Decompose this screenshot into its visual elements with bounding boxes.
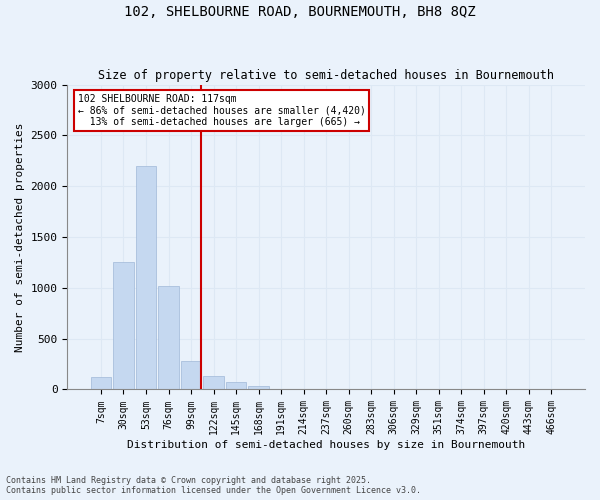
Title: Size of property relative to semi-detached houses in Bournemouth: Size of property relative to semi-detach… (98, 69, 554, 82)
Text: 102, SHELBOURNE ROAD, BOURNEMOUTH, BH8 8QZ: 102, SHELBOURNE ROAD, BOURNEMOUTH, BH8 8… (124, 5, 476, 19)
Bar (113, 262, 134, 390)
Bar (158, 286, 179, 390)
Text: Contains HM Land Registry data © Crown copyright and database right 2025.
Contai: Contains HM Land Registry data © Crown c… (6, 476, 421, 495)
Bar (203, 376, 224, 390)
Text: 102 SHELBOURNE ROAD: 117sqm
← 86% of semi-detached houses are smaller (4,420)
  : 102 SHELBOURNE ROAD: 117sqm ← 86% of sem… (77, 94, 365, 127)
X-axis label: Distribution of semi-detached houses by size in Bournemouth: Distribution of semi-detached houses by … (127, 440, 525, 450)
Bar (248, 386, 269, 390)
Bar (316, 389, 336, 390)
Bar (91, 378, 111, 390)
Bar (181, 361, 201, 390)
Bar (136, 166, 156, 390)
Y-axis label: Number of semi-detached properties: Number of semi-detached properties (15, 122, 25, 352)
Bar (226, 382, 246, 390)
